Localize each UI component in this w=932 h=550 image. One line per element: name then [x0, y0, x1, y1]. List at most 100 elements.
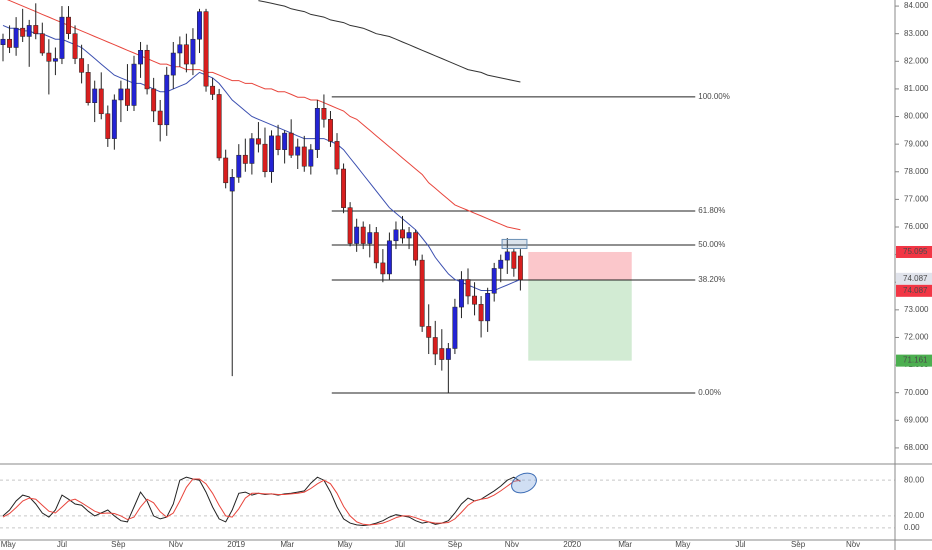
- fib-label: 61.80%: [698, 206, 725, 215]
- candle-body: [33, 25, 39, 34]
- x-tick-label: Nov: [846, 540, 860, 549]
- fib-label: 100.00%: [698, 92, 730, 101]
- x-tick-label: Jul: [57, 540, 67, 549]
- candle-body: [458, 279, 464, 308]
- oscillator-pane: [0, 476, 895, 529]
- candle-body: [20, 27, 26, 37]
- candle-body: [177, 44, 183, 54]
- y-tick-label: 79.000: [904, 139, 929, 148]
- candle-body: [314, 108, 320, 150]
- x-tick-label: May: [337, 540, 352, 549]
- indicator-line: [2, 478, 521, 526]
- candle-body: [79, 58, 85, 73]
- x-tick-label: May: [675, 540, 690, 549]
- y-tick-label: 73.000: [904, 305, 929, 314]
- candle-body: [360, 226, 366, 244]
- y-tick-label: 81.000: [904, 84, 929, 93]
- candle-body: [367, 232, 373, 244]
- candle-body: [406, 232, 412, 239]
- x-tick-label: 2020: [563, 540, 581, 549]
- candle-body: [282, 132, 288, 150]
- candle-body: [295, 146, 301, 156]
- x-tick-label: Nov: [505, 540, 519, 549]
- candle-body: [262, 143, 268, 173]
- target-zone: [528, 279, 632, 361]
- candle-body: [511, 251, 517, 269]
- x-tick-label: Nov: [169, 540, 183, 549]
- candle-body: [164, 74, 170, 126]
- fib-label: 50.00%: [698, 240, 725, 249]
- candle-body: [491, 268, 497, 294]
- price-tag: [896, 354, 932, 367]
- candle-body: [85, 72, 91, 103]
- y-tick-label: 83.000: [904, 29, 929, 38]
- candle-body: [485, 293, 491, 322]
- candle-body: [498, 259, 504, 269]
- candle-body: [255, 138, 261, 145]
- indicator-line: [6, 0, 521, 231]
- candle-body: [465, 279, 471, 297]
- candle-body: [472, 295, 477, 305]
- y-tick-label: 77.000: [904, 194, 929, 203]
- candle-body: [275, 135, 281, 150]
- candle-body: [236, 154, 242, 178]
- candle-body: [341, 168, 347, 208]
- x-tick-label: 2019: [227, 540, 245, 549]
- candle-body: [98, 88, 104, 115]
- candle-body: [66, 16, 71, 34]
- candle-body: [216, 94, 222, 159]
- candle-body: [59, 16, 65, 59]
- indicator-line: [2, 24, 521, 291]
- x-tick-label: Sep: [791, 540, 806, 549]
- y-tick-label: 80.000: [904, 112, 929, 121]
- oscillator-tick-label: 20.00: [904, 511, 925, 520]
- candle-body: [242, 154, 248, 164]
- price-tag: [896, 284, 932, 297]
- y-tick-label: 84.000: [904, 1, 929, 10]
- candle-body: [373, 232, 379, 264]
- candle-body: [517, 255, 523, 281]
- candle-body: [13, 27, 19, 48]
- candle-body: [439, 348, 445, 360]
- y-tick-label: 68.000: [904, 443, 929, 452]
- y-tick-label: 69.000: [904, 415, 929, 424]
- y-tick-label: 76.000: [904, 222, 929, 231]
- candle-body: [105, 113, 111, 139]
- x-tick-label: May: [1, 540, 16, 549]
- price-pane: 100.00% 61.80% 50.00% 38.20% 0.00%: [0, 0, 730, 397]
- candle-body: [328, 119, 333, 142]
- candle-body: [72, 33, 78, 59]
- candle-body: [197, 11, 202, 40]
- y-tick-label: 70.000: [904, 388, 929, 397]
- price-tag: [896, 245, 932, 258]
- stop-zone: [528, 251, 632, 280]
- candle-body: [400, 229, 405, 239]
- candle-body: [432, 337, 438, 355]
- x-tick-label: Jul: [395, 540, 405, 549]
- oscillator-tick-label: 0.00: [904, 523, 920, 532]
- candle-body: [183, 44, 189, 65]
- candle-body: [269, 135, 274, 173]
- candle-body: [393, 229, 399, 242]
- candle-body: [478, 304, 484, 322]
- candle-body: [419, 259, 425, 327]
- candle-body: [413, 232, 419, 261]
- candle-body: [170, 52, 176, 76]
- price-tag: [896, 272, 932, 285]
- candle-body: [504, 251, 510, 261]
- candle-body: [39, 33, 45, 54]
- candle-body: [308, 149, 314, 167]
- oscillator-tick-label: 80.00: [904, 475, 925, 484]
- candle-body: [151, 88, 157, 112]
- highlight-box: [501, 238, 528, 250]
- candle-body: [131, 63, 137, 106]
- candle-body: [210, 85, 216, 95]
- price-tag-label: 74.087: [903, 286, 928, 295]
- candle-body: [7, 38, 13, 48]
- candle-body: [52, 58, 58, 62]
- candle-body: [229, 177, 235, 192]
- candle-body: [380, 262, 386, 275]
- y-tick-label: 78.000: [904, 167, 929, 176]
